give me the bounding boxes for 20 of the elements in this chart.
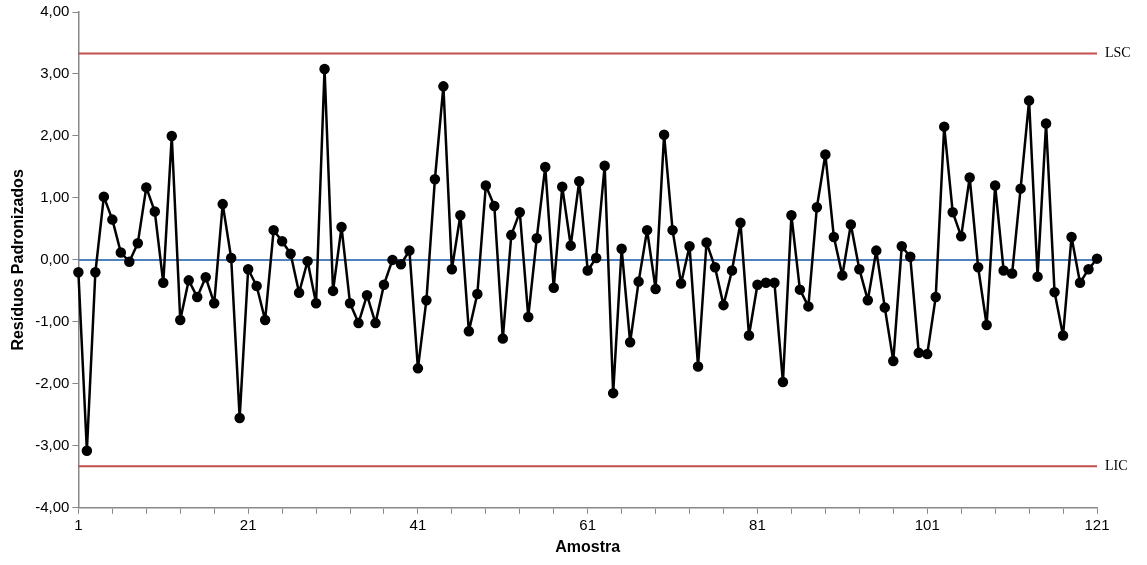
- y-tick-label: -1,00: [35, 312, 70, 330]
- y-tick-label: 2,00: [40, 126, 70, 144]
- y-tick-label: 4,00: [40, 2, 70, 20]
- ref-line-label: LSC: [1105, 45, 1131, 61]
- x-tick-label: 1: [74, 515, 83, 533]
- x-tick-label: 81: [749, 515, 766, 533]
- x-tick-label: 101: [914, 515, 940, 533]
- y-tick-label: -4,00: [35, 497, 70, 515]
- x-tick-label: 121: [1084, 515, 1110, 533]
- y-tick-label: 1,00: [40, 188, 70, 206]
- x-tick-label: 21: [239, 515, 257, 533]
- x-tick-label: 61: [579, 515, 597, 533]
- x-axis-title: Amostra: [555, 537, 621, 555]
- y-tick-label: -2,00: [35, 373, 70, 391]
- y-tick-label: 0,00: [40, 250, 70, 268]
- ref-line-label: LIC: [1105, 457, 1128, 473]
- y-tick-label: -3,00: [35, 435, 70, 453]
- y-tick-label: 3,00: [40, 64, 70, 82]
- x-tick-label: 41: [409, 515, 427, 533]
- y-axis-title: Resíduos Padronizados: [9, 169, 27, 351]
